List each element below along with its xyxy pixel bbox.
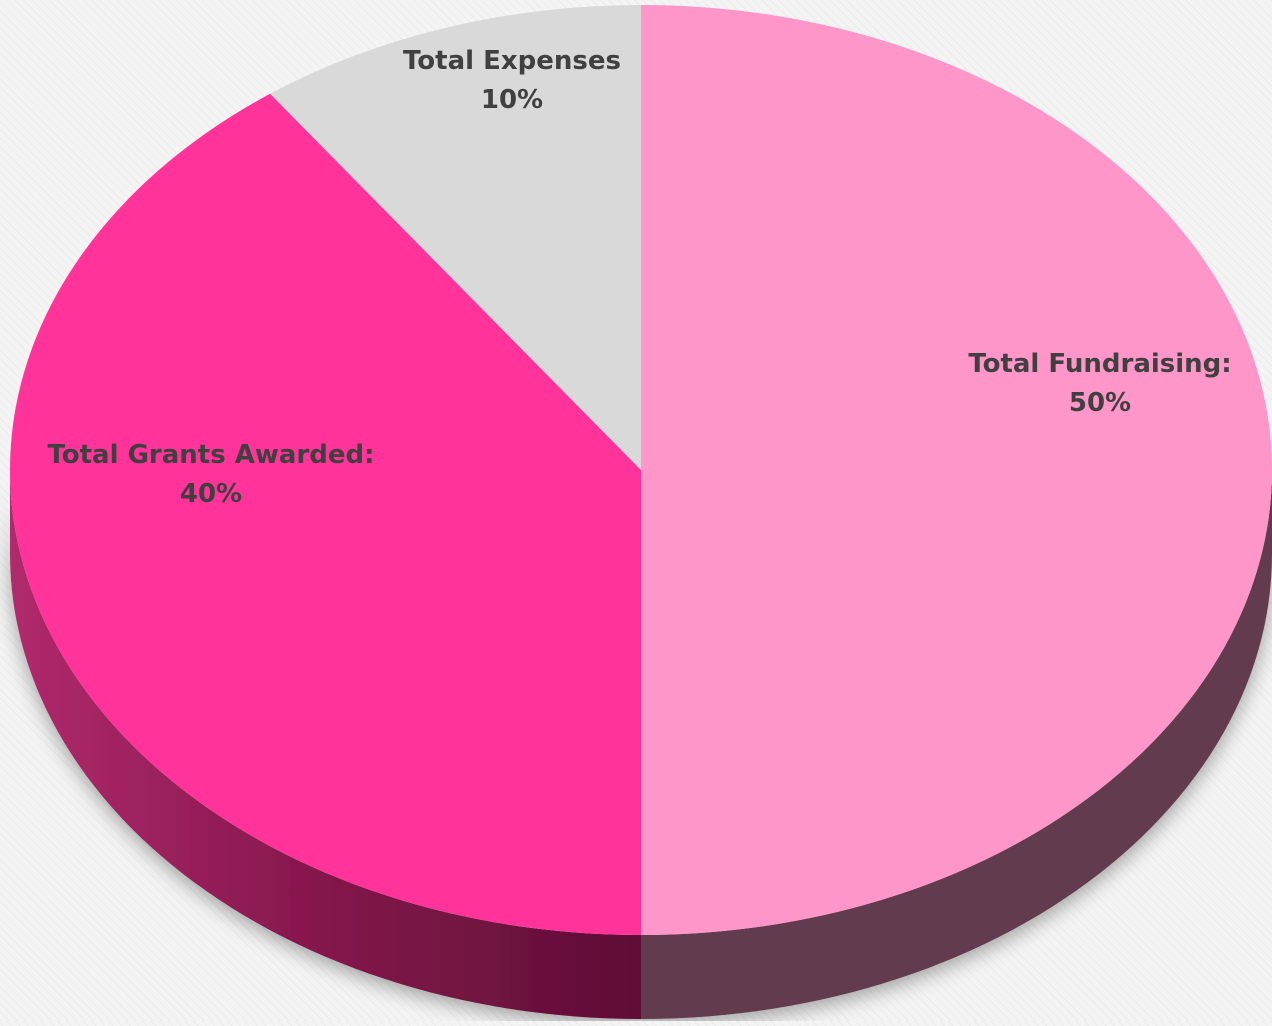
slice-total-expenses [270,5,641,470]
slice-value-total-fundraising: 50% [1069,388,1131,418]
slice-total-fundraising [641,5,1272,935]
pie-tops [10,5,1272,935]
pie-sides [10,470,1272,1019]
slice-total-grants-awarded [10,93,641,935]
slice-value-total-expenses: 10% [481,85,543,115]
slice-label-total-grants-awarded: Total Grants Awarded: [47,440,374,470]
slice-value-total-grants-awarded: 40% [180,479,242,509]
pie-labels: Total Fundraising: 50% Total Grants Awar… [47,46,1231,509]
slice-side-total-fundraising [641,470,1272,1019]
slice-label-total-expenses: Total Expenses [403,46,621,76]
slice-label-total-fundraising: Total Fundraising: [968,349,1231,379]
slice-side-total-grants-awarded [10,470,641,1019]
